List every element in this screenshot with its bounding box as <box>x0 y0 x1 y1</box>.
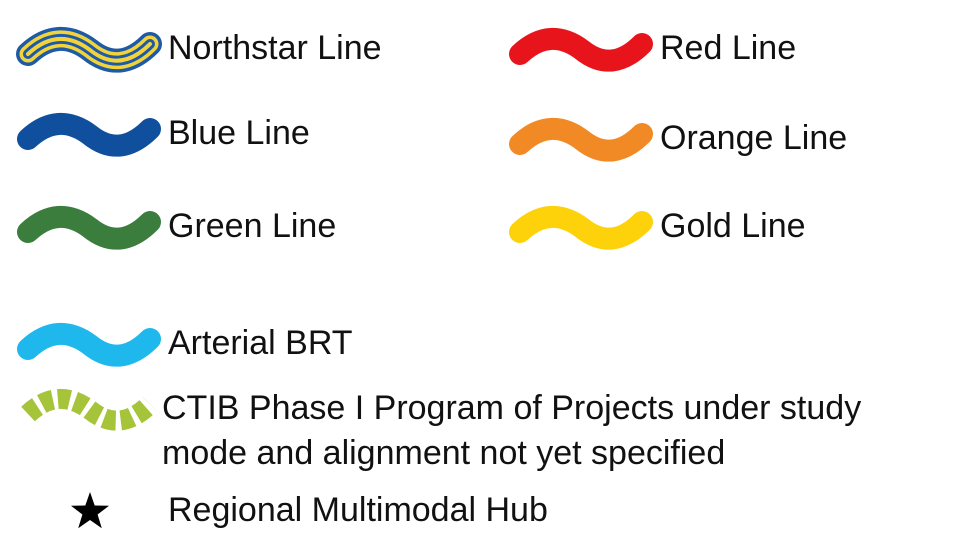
legend-label: Red Line <box>660 29 796 67</box>
line-symbol <box>21 388 158 431</box>
line-symbol <box>509 27 653 72</box>
line-symbol <box>17 112 161 157</box>
line-symbol <box>17 322 161 367</box>
line-stripe <box>26 36 152 63</box>
line-symbol <box>509 205 653 250</box>
legend-item: Northstar Line <box>16 26 382 73</box>
legend-label: Arterial BRT <box>168 324 353 362</box>
legend-label: Orange Line <box>660 119 847 157</box>
line-symbol <box>509 117 653 162</box>
legend-item: Arterial BRT <box>17 322 353 367</box>
legend-label: Regional Multimodal Hub <box>168 491 548 529</box>
legend-item: Orange Line <box>509 117 847 162</box>
legend-label: Blue Line <box>168 114 310 152</box>
legend-item: Green Line <box>17 205 336 250</box>
legend-label: mode and alignment not yet specified <box>162 434 725 472</box>
legend-item: Regional Multimodal Hub <box>71 491 548 529</box>
legend-item: Red Line <box>509 27 796 72</box>
legend-item: Gold Line <box>509 205 806 250</box>
legend-label: Gold Line <box>660 207 806 245</box>
line-symbol <box>17 205 161 250</box>
star-symbol <box>71 492 109 529</box>
legend-label: CTIB Phase I Program of Projects under s… <box>162 389 861 427</box>
legend-item: CTIB Phase I Program of Projects under s… <box>21 388 861 472</box>
legend-item: Blue Line <box>17 112 310 157</box>
legend-label: Northstar Line <box>168 29 382 67</box>
legend-label: Green Line <box>168 207 336 245</box>
